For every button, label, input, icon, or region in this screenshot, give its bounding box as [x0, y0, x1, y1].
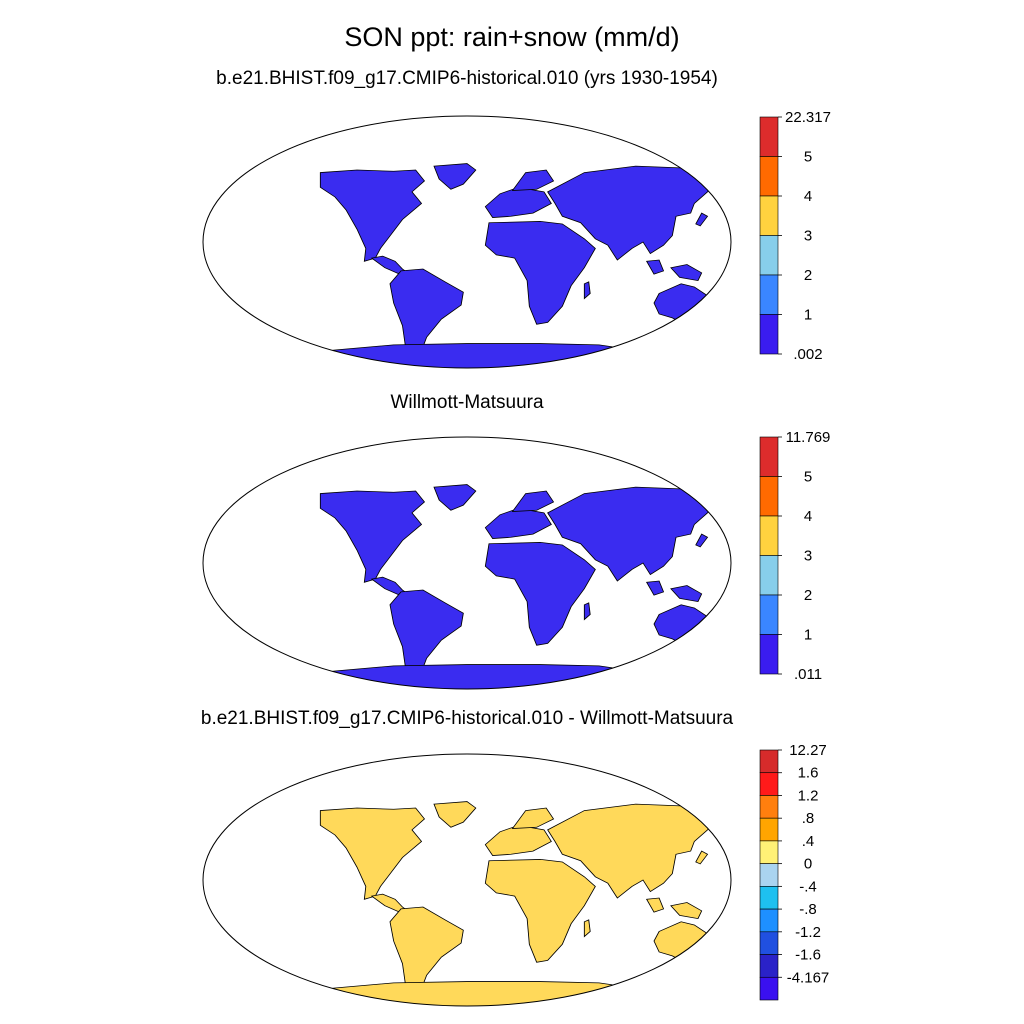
colorbar-3-label: 1.6 — [798, 765, 819, 782]
colorbar-2-label: 5 — [804, 469, 812, 486]
colorbar-1-label: 3 — [804, 228, 812, 245]
colorbar-3-label: -.4 — [799, 878, 817, 895]
colorbar-1-box — [759, 235, 779, 276]
colorbar-3: 12.27 1.6 1.2 .8 .4 0 -.4 -.8 -1.2 -1.6 -4.167 — [759, 742, 830, 1001]
colorbar-2-label: .011 — [794, 666, 822, 683]
colorbar-1-box — [759, 274, 779, 315]
colorbar-3-box — [759, 840, 779, 864]
colorbar-3-box — [759, 863, 779, 887]
map-frame-1 — [202, 115, 732, 369]
figure-title: SON ppt: rain+snow (mm/d) — [344, 22, 680, 52]
colorbar-3-label: -1.6 — [795, 947, 821, 964]
colorbar-3-label: 1.2 — [798, 787, 819, 804]
colorbar-3-label: -.8 — [799, 901, 817, 918]
colorbar-2: 11.769 5 4 3 2 1 .011 — [759, 429, 831, 683]
colorbar-3-label: 0 — [804, 856, 812, 873]
colorbar-2-label: 2 — [804, 587, 812, 604]
colorbar-3-label: -4.167 — [787, 969, 830, 986]
colorbar-2-box — [759, 634, 779, 675]
colorbar-2-box — [759, 594, 779, 635]
map-panel-2 — [202, 436, 732, 690]
map-frame-3 — [202, 753, 732, 1007]
colorbar-3-label: .8 — [802, 810, 815, 827]
colorbar-2-box — [759, 436, 779, 477]
map-panel-3 — [202, 753, 732, 1007]
colorbar-3-box — [759, 749, 779, 774]
colorbar-1-box — [759, 314, 779, 355]
colorbar-3-label: .4 — [802, 833, 815, 850]
colorbar-1-box — [759, 116, 779, 157]
colorbar-1-label: .002 — [793, 346, 822, 363]
panel-2-title: Willmott-Matsuura — [390, 392, 544, 413]
colorbar-2-label: 4 — [804, 508, 812, 525]
colorbar-1-label: 5 — [804, 149, 812, 166]
colorbar-2-label: 11.769 — [786, 429, 831, 446]
colorbar-1-label: 1 — [804, 307, 812, 324]
colorbar-3-box — [759, 886, 779, 910]
colorbar-3-box — [759, 931, 779, 955]
colorbar-1-label: 2 — [804, 267, 812, 284]
continents-3 — [290, 801, 731, 1006]
colorbar-1-box — [759, 195, 779, 236]
colorbar-3-box — [759, 954, 779, 978]
colorbar-3-box — [759, 908, 779, 933]
colorbar-2-box — [759, 476, 779, 517]
colorbar-1-label: 22.317 — [785, 109, 831, 126]
colorbar-2-box — [759, 515, 779, 556]
colorbar-3-box — [759, 772, 779, 796]
colorbar-3-box — [759, 795, 779, 819]
panel-3-title: b.e21.BHIST.f09_g17.CMIP6-historical.010… — [200, 708, 734, 729]
colorbar-3-label: 12.27 — [789, 742, 827, 759]
colorbar-2-label: 1 — [804, 627, 812, 644]
panel-1-title: b.e21.BHIST.f09_g17.CMIP6-historical.010… — [216, 68, 718, 89]
colorbar-1-box — [759, 156, 779, 197]
map-frame-2 — [202, 436, 732, 690]
colorbar-2-label: 3 — [804, 548, 812, 565]
continents-1 — [290, 163, 731, 368]
colorbar-3-label: -1.2 — [795, 924, 821, 941]
colorbar-1-label: 4 — [804, 188, 812, 205]
map-panel-1 — [202, 115, 732, 369]
colorbar-3-box — [759, 817, 779, 842]
colorbar-1: 22.317 5 4 3 2 1 .002 — [759, 109, 831, 363]
colorbar-3-box — [759, 976, 779, 1001]
colorbar-2-box — [759, 555, 779, 596]
continents-2 — [290, 484, 731, 689]
